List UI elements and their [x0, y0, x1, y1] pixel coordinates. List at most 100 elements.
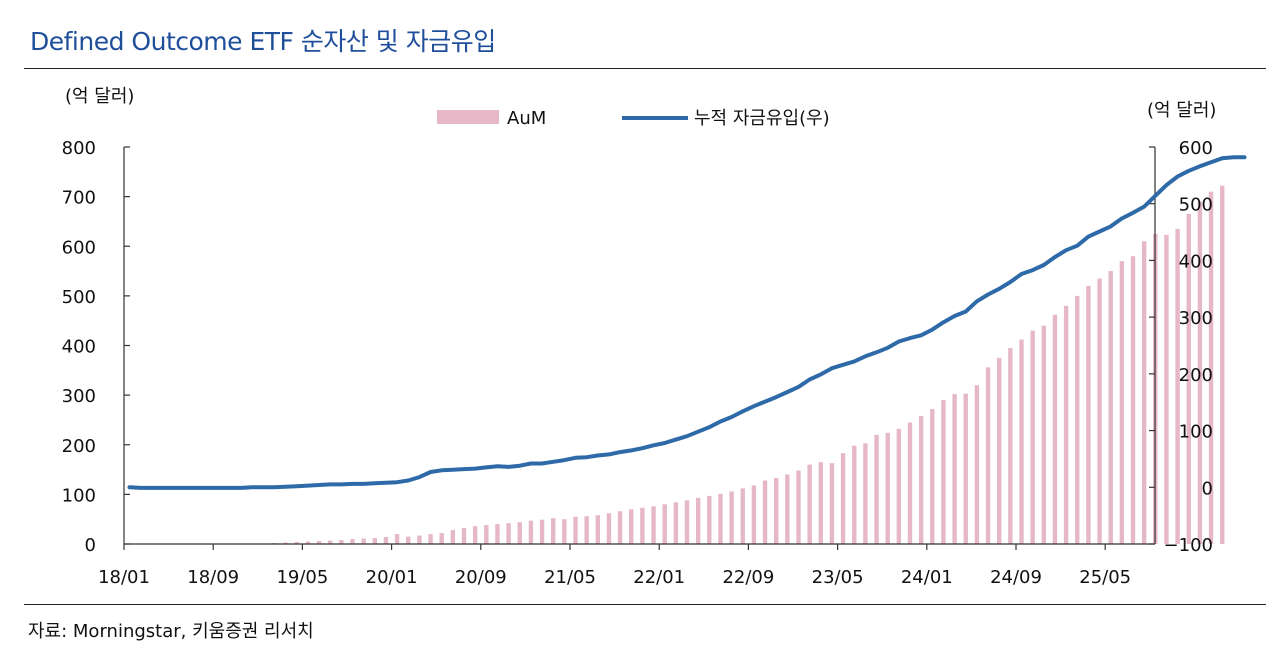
- aum-bar: [774, 477, 779, 544]
- aum-bar: [740, 488, 745, 544]
- aum-bar: [305, 541, 311, 544]
- aum-bar: [1130, 256, 1136, 544]
- chart-title: Defined Outcome ETF 순자산 및 자금유입: [30, 27, 496, 56]
- aum-bar: [1041, 325, 1046, 544]
- aum-bar: [629, 509, 634, 544]
- right-y-tick-label: −100: [1164, 535, 1213, 556]
- x-tick-label: 20/01: [366, 567, 418, 588]
- aum-bar: [1119, 261, 1125, 544]
- aum-bar: [840, 453, 846, 544]
- aum-bar: [461, 528, 467, 544]
- left-y-tick-label: 600: [62, 237, 96, 258]
- aum-bar: [383, 537, 389, 544]
- legend: AuM 누적 자금유입(우): [437, 108, 830, 129]
- legend-aum-label: AuM: [507, 108, 546, 129]
- aum-bar: [606, 513, 612, 544]
- left-y-tick-label: 400: [62, 337, 96, 358]
- aum-bar: [472, 526, 478, 544]
- aum-bar: [829, 463, 835, 544]
- tick-labels: 0 100 200 300 400 500 600 700 800 −100 0 100 200 300 4…: [62, 138, 1213, 588]
- aum-bar: [852, 445, 857, 544]
- aum-bar: [1220, 185, 1225, 544]
- cumulative-inflow-line: [127, 155, 1247, 490]
- aum-bar: [930, 409, 935, 544]
- legend-aum-swatch: [437, 110, 499, 124]
- left-y-tick-label: 500: [62, 287, 96, 308]
- aum-bar: [1175, 228, 1180, 544]
- aum-bar: [695, 497, 701, 544]
- left-axis-unit: (억 달러): [65, 86, 134, 107]
- aum-bar: [372, 538, 377, 544]
- aum-bar: [1186, 213, 1191, 544]
- aum-bar: [885, 432, 890, 544]
- aum-bar: [439, 533, 444, 544]
- aum-bar: [640, 507, 645, 544]
- aum-bar: [617, 511, 623, 544]
- x-tick-label: 23/05: [812, 567, 864, 588]
- aum-bar: [562, 519, 567, 544]
- aum-bar: [907, 422, 913, 544]
- right-y-tick-label: 300: [1179, 308, 1213, 329]
- x-tick-label: 21/05: [544, 567, 596, 588]
- aum-bar: [316, 541, 322, 544]
- right-y-tick-label: 400: [1179, 251, 1213, 272]
- aum-bar: [818, 462, 823, 544]
- aum-bar: [751, 485, 757, 544]
- aum-bar: [896, 428, 902, 544]
- aum-bar: [1052, 314, 1058, 544]
- x-tick-label: 22/01: [633, 567, 685, 588]
- aum-bar: [551, 518, 556, 544]
- aum-bar: [785, 474, 790, 544]
- aum-bar: [1008, 347, 1013, 544]
- aum-bar: [417, 535, 422, 544]
- x-tick-label: 18/01: [98, 567, 150, 588]
- aum-bar: [863, 443, 868, 544]
- aum-bar: [1141, 241, 1147, 544]
- aum-bar: [997, 357, 1002, 544]
- aum-bar: [484, 525, 489, 544]
- aum-bar: [762, 480, 768, 544]
- aum-bar: [294, 542, 299, 544]
- aum-bar: [428, 534, 433, 544]
- aum-bar: [595, 515, 600, 544]
- x-tick-label: 24/01: [901, 567, 953, 588]
- aum-bars: [261, 185, 1225, 544]
- right-y-tick-label: 600: [1179, 138, 1213, 159]
- aum-bar: [1208, 191, 1214, 544]
- aum-bar: [1019, 339, 1024, 544]
- aum-bar: [406, 536, 411, 544]
- left-y-tick-label: 0: [85, 535, 96, 556]
- x-tick-label: 25/05: [1079, 567, 1131, 588]
- aum-bar: [874, 434, 879, 544]
- aum-bar: [1075, 295, 1080, 544]
- aum-bar: [283, 542, 288, 544]
- left-y-tick-label: 300: [62, 386, 96, 407]
- right-y-tick-label: 100: [1179, 422, 1213, 443]
- x-tick-label: 18/09: [187, 567, 239, 588]
- aum-bar: [339, 540, 344, 544]
- aum-bar: [974, 385, 980, 544]
- aum-bar: [495, 524, 500, 544]
- x-tick-label: 19/05: [276, 567, 328, 588]
- chart: (억 달러) (억 달러) AuM 누적 자금유입(우) 0 100 200 300 4…: [62, 86, 1247, 588]
- aum-bar: [918, 415, 924, 544]
- axes: [123, 146, 1156, 550]
- aum-bar: [985, 367, 991, 544]
- aum-bar: [662, 504, 667, 544]
- aum-bar: [539, 519, 545, 544]
- bottom-rule: [24, 604, 1266, 605]
- right-axis-unit: (억 달러): [1147, 100, 1216, 121]
- aum-bar: [718, 493, 723, 544]
- aum-bar: [673, 502, 679, 544]
- legend-flow-label: 누적 자금유입(우): [694, 108, 830, 129]
- aum-bar: [1164, 234, 1169, 544]
- aum-bar: [1108, 271, 1113, 544]
- aum-bar: [394, 534, 400, 544]
- left-y-tick-label: 800: [62, 138, 96, 159]
- aum-bar: [941, 400, 946, 544]
- left-y-tick-label: 100: [62, 485, 96, 506]
- aum-bar: [573, 516, 578, 544]
- aum-bar: [1097, 278, 1102, 544]
- aum-bar: [707, 495, 712, 544]
- aum-bar: [1197, 201, 1203, 544]
